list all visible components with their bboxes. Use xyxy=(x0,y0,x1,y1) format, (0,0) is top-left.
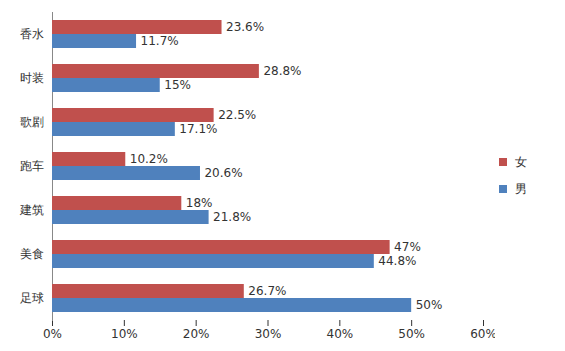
svg-text:22.5%: 22.5% xyxy=(218,108,256,122)
svg-text:26.7%: 26.7% xyxy=(248,284,286,298)
svg-text:50%: 50% xyxy=(416,298,443,312)
svg-text:18%: 18% xyxy=(186,196,213,210)
svg-text:20.6%: 20.6% xyxy=(204,166,242,180)
svg-text:50%: 50% xyxy=(398,327,425,341)
svg-text:跑车: 跑车 xyxy=(20,159,44,173)
svg-text:10%: 10% xyxy=(111,327,138,341)
html-text:男: 男 xyxy=(515,181,527,196)
svg-text:足球: 足球 xyxy=(20,291,44,305)
svg-text:60%: 60% xyxy=(470,327,495,341)
svg-text:23.6%: 23.6% xyxy=(226,20,264,34)
svg-text:17.1%: 17.1% xyxy=(179,122,217,136)
html-text:女: 女 xyxy=(515,154,527,169)
svg-text:0%: 0% xyxy=(43,327,62,341)
svg-text:47%: 47% xyxy=(394,240,421,254)
svg-text:11.7%: 11.7% xyxy=(141,34,179,48)
svg-text:建筑: 建筑 xyxy=(19,203,44,217)
svg-text:30%: 30% xyxy=(255,327,282,341)
svg-text:15%: 15% xyxy=(164,78,191,92)
svg-text:20%: 20% xyxy=(183,327,210,341)
svg-text:美食: 美食 xyxy=(20,247,44,261)
svg-text:28.8%: 28.8% xyxy=(263,64,301,78)
svg-text:香水: 香水 xyxy=(20,27,44,41)
svg-text:歌剧: 歌剧 xyxy=(20,115,44,129)
svg-text:21.8%: 21.8% xyxy=(213,210,251,224)
svg-text:44.8%: 44.8% xyxy=(378,254,416,268)
svg-text:10.2%: 10.2% xyxy=(130,152,168,166)
svg-text:时装: 时装 xyxy=(20,71,44,85)
svg-text:40%: 40% xyxy=(326,327,353,341)
